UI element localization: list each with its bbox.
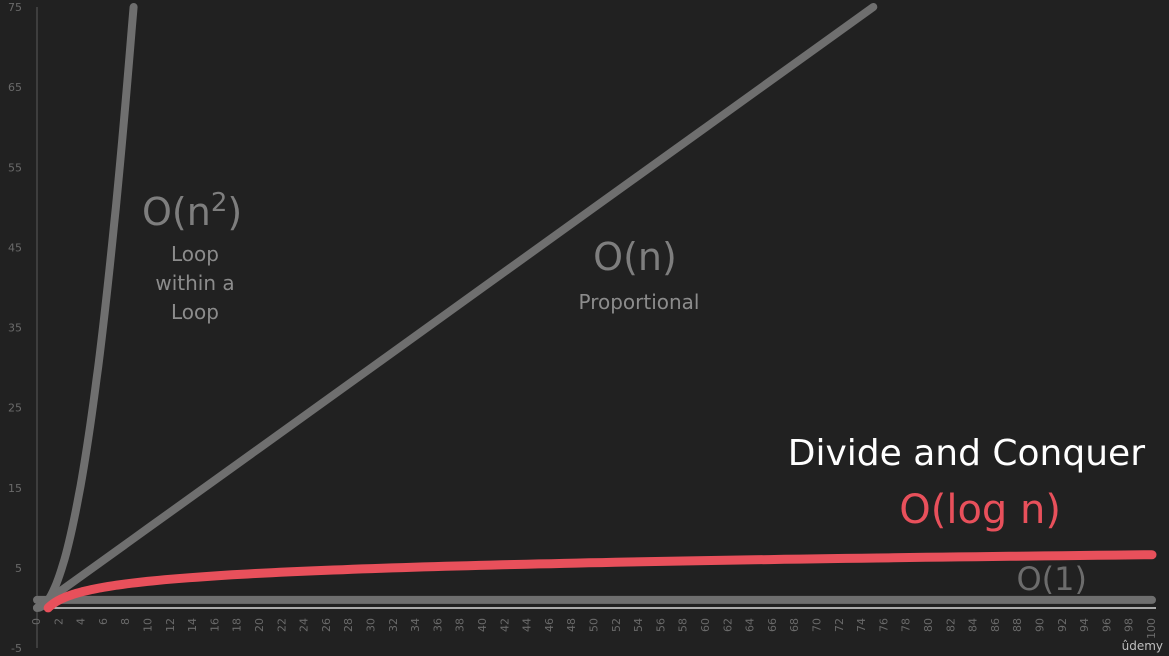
- y-tick-label: 25: [8, 402, 22, 415]
- series-line-o-n: [33, 3, 878, 612]
- label-o-n2-desc-3: Loop: [171, 300, 219, 324]
- label-o-n2-desc-1: Loop: [171, 242, 219, 266]
- udemy-logo: ûdemy: [1122, 639, 1163, 653]
- x-tick-label: 52: [610, 618, 623, 632]
- x-tick-label: 70: [811, 618, 824, 632]
- x-tick-label: 28: [342, 618, 355, 632]
- x-tick-label: 4: [75, 618, 88, 625]
- label-o-n-desc: Proportional: [578, 290, 699, 314]
- x-tick-label: 48: [565, 618, 578, 632]
- series-line-o-log-n: [43, 550, 1157, 613]
- x-tick-label: 66: [766, 618, 779, 632]
- x-tick-label: 32: [387, 618, 400, 632]
- x-tick-label: 96: [1100, 618, 1113, 632]
- x-tick-label: 10: [142, 618, 155, 632]
- x-tick-label: 40: [476, 618, 489, 632]
- y-tick-label: 45: [8, 241, 22, 254]
- x-tick-label: 46: [543, 618, 556, 632]
- y-tick-label: 55: [8, 161, 22, 174]
- x-tick-label: 64: [744, 618, 757, 632]
- label-o-n: O(n): [593, 235, 677, 279]
- x-tick-label: 18: [231, 618, 244, 632]
- x-tick-label: 42: [498, 618, 511, 632]
- label-o-n2: O(n2): [142, 188, 242, 234]
- x-tick-label: 84: [967, 618, 980, 632]
- x-tick-label: 60: [699, 618, 712, 632]
- x-tick-label: 88: [1011, 618, 1024, 632]
- y-tick-label: 15: [8, 482, 22, 495]
- x-tick-label: 36: [431, 618, 444, 632]
- x-tick-label: 26: [320, 618, 333, 632]
- y-tick-label: 75: [8, 1, 22, 14]
- x-tick-label: 14: [186, 618, 199, 632]
- label-divide-and-conquer: Divide and Conquer: [788, 433, 1145, 474]
- axes: [36, 7, 1156, 648]
- label-o-n2-desc-2: within a: [155, 271, 234, 295]
- x-tick-label: 56: [654, 618, 667, 632]
- x-tick-label: 80: [922, 618, 935, 632]
- x-tick-label: 58: [677, 618, 690, 632]
- x-tick-label: 8: [119, 618, 132, 625]
- x-tick-label: 16: [208, 618, 221, 632]
- label-o-log-n: O(log n): [899, 487, 1061, 533]
- series-lines: [33, 3, 1157, 613]
- y-tick-label: -5: [11, 642, 22, 655]
- x-tick-label: 22: [275, 618, 288, 632]
- y-tick-label: 35: [8, 322, 22, 335]
- x-tick-label: 100: [1145, 618, 1158, 639]
- x-tick-label: 86: [989, 618, 1002, 632]
- x-tick-label: 44: [521, 618, 534, 632]
- x-tick-label: 0: [30, 618, 43, 625]
- x-tick-label: 6: [97, 618, 110, 625]
- x-tick-label: 94: [1078, 618, 1091, 632]
- series-line-o-n2: [33, 3, 138, 612]
- y-tick-label: 5: [15, 562, 22, 575]
- x-tick-label: 98: [1123, 618, 1136, 632]
- x-tick-label: 82: [944, 618, 957, 632]
- x-tick-label: 74: [855, 618, 868, 632]
- x-tick-label: 78: [900, 618, 913, 632]
- x-tick-label: 72: [833, 618, 846, 632]
- x-tick-label: 90: [1034, 618, 1047, 632]
- x-tick-label: 38: [454, 618, 467, 632]
- x-tick-label: 30: [365, 618, 378, 632]
- x-tick-label: 20: [253, 618, 266, 632]
- x-tick-label: 34: [409, 618, 422, 632]
- label-o-1: O(1): [1016, 560, 1087, 598]
- x-tick-label: 68: [788, 618, 801, 632]
- y-tick-label: 65: [8, 81, 22, 94]
- x-tick-label: 24: [298, 618, 311, 632]
- x-tick-label: 54: [632, 618, 645, 632]
- x-tick-label: 12: [164, 618, 177, 632]
- x-tick-label: 50: [588, 618, 601, 632]
- x-tick-label: 62: [721, 618, 734, 632]
- x-tick-label: 92: [1056, 618, 1069, 632]
- x-tick-label: 76: [877, 618, 890, 632]
- x-tick-label: 2: [52, 618, 65, 625]
